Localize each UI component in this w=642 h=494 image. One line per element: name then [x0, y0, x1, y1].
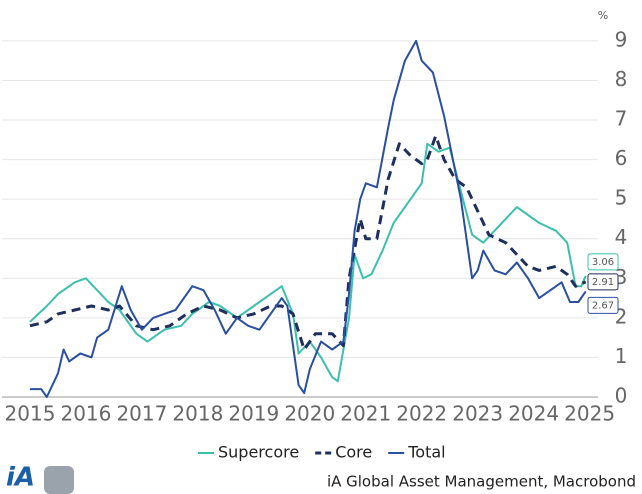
y-tick-label: 7 — [615, 107, 628, 131]
y-tick-label: 0 — [615, 384, 628, 408]
y-tick-label: 4 — [615, 225, 628, 249]
legend-item: Total — [388, 443, 446, 462]
legend-label: Core — [335, 443, 372, 462]
x-tick-label: 2018 — [172, 402, 223, 426]
legend-item: Core — [315, 443, 372, 462]
logo: iA — [6, 463, 74, 494]
y-tick-label: 9 — [615, 27, 628, 51]
series-line — [30, 39, 587, 398]
x-tick-label: 2024 — [508, 402, 559, 426]
source: iA Global Asset Management, Macrobond — [327, 473, 636, 491]
y-tick-label: 5 — [615, 186, 628, 210]
end-label-box — [587, 273, 619, 291]
end-label: 2.91 — [592, 277, 614, 288]
x-tick-label: 2017 — [116, 402, 167, 426]
x-tick-label: 2023 — [452, 402, 503, 426]
y-tick-label: 6 — [615, 146, 628, 170]
legend-label: Supercore — [218, 443, 299, 462]
end-label: 3.06 — [592, 257, 614, 268]
series-line — [29, 142, 587, 383]
x-tick-label: 2019 — [228, 402, 279, 426]
end-label: 2.67 — [592, 300, 614, 311]
x-tick-label: 2016 — [60, 402, 111, 426]
series-line — [29, 134, 587, 351]
y-tick-label: 8 — [615, 67, 628, 91]
logo-text: iA — [6, 463, 35, 493]
end-label-box — [587, 296, 619, 314]
unit-label: % — [598, 9, 608, 22]
logo-icon — [44, 466, 74, 494]
end-label-box — [587, 253, 619, 271]
legend-label: Total — [407, 443, 445, 462]
legend-item: Supercore — [198, 443, 299, 462]
y-tick-label: 1 — [615, 344, 628, 368]
x-tick-label: 2020 — [284, 402, 335, 426]
x-tick-label: 2022 — [396, 402, 447, 426]
x-tick-label: 2015 — [5, 402, 56, 426]
x-tick-label: 2021 — [340, 402, 391, 426]
x-tick-label: 2025 — [564, 402, 615, 426]
